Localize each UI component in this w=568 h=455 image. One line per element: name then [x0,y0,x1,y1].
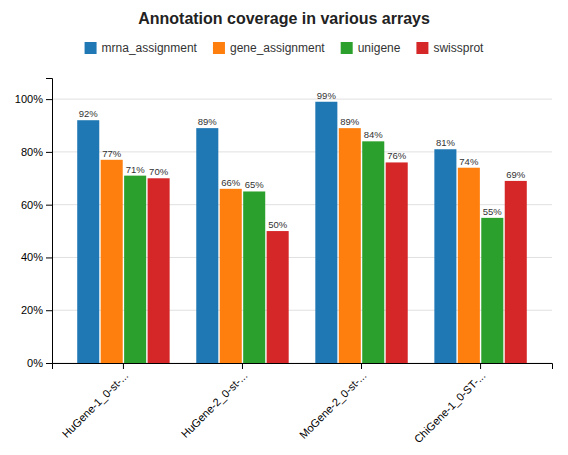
series [124,141,503,363]
legend-swatch [213,42,225,54]
series [77,102,456,363]
bar [362,141,384,363]
bars [77,102,527,363]
grid [52,99,552,363]
plot: 0% 20% 40% 60% 80% 100% 92% 89% 99% 81% 77% 66% 89% 7… [15,79,553,446]
data-label: 74% [459,156,479,167]
bar [434,149,456,363]
data-label: 70% [149,166,169,177]
grid-line [52,99,552,100]
tick-mark [46,310,52,311]
legend: mrna_assignment gene_assignment unigene swi… [85,41,485,55]
tick-mark [242,363,243,369]
tick-label: 80% [21,146,43,158]
axis-line [53,364,553,370]
tick: HuGene-1_0-st-... [60,363,131,440]
bar [505,181,527,363]
tick: MoGene-2_0-st-... [297,363,369,441]
bar [101,160,123,363]
data-label: 84% [364,129,384,140]
bar [148,178,170,363]
tick-mark [361,363,362,369]
title: Annotation coverage in various arrays [138,10,430,27]
tick-label: 60% [21,199,43,211]
legend-label: gene_assignment [230,41,325,55]
tick-label: HuGene-2_0-st-... [179,369,250,440]
data-label: 55% [483,206,503,217]
grid-line [52,151,552,152]
y-axis: 0% 20% 40% 60% 80% 100% [15,79,53,370]
legend-item: unigene [341,41,401,55]
tick: 60% [21,199,52,211]
legend-item: mrna_assignment [85,41,198,55]
tick: HuGene-2_0-st-... [179,363,250,440]
bar [220,189,242,363]
bar [481,218,503,363]
tick-mark [46,205,52,206]
legend-label: swissprot [433,41,484,55]
data-labels: 92% 89% 99% 81% 77% 66% 89% 74% 71% 65% 84% 55% 70% 5… [79,90,526,230]
tick-mark [46,152,52,153]
legend-label: mrna_assignment [102,41,198,55]
tick-mark [46,257,52,258]
data-label: 99% [317,90,337,101]
tick-label: 20% [21,304,43,316]
tick-label: ChiGene-1_0-ST-... [412,369,488,445]
tick-mark [46,99,52,100]
x-axis: HuGene-1_0-st-... HuGene-2_0-st-... MoGene… [53,363,553,445]
bar [458,168,480,363]
tick-label: MoGene-2_0-st-... [297,369,369,441]
data-label: 81% [436,137,456,148]
data-label: 76% [387,150,407,161]
data-label: 92% [79,108,99,119]
series [101,128,480,363]
tick-label: 0% [27,357,43,369]
bar [267,231,289,363]
bar [124,176,146,363]
bar [243,191,265,363]
tick: 40% [21,251,52,263]
bar [386,162,408,363]
tick: 0% [27,357,52,369]
tick: 100% [15,93,52,105]
legend-item: gene_assignment [213,41,325,55]
bar [196,128,218,363]
bar [339,128,361,363]
legend-item: swissprot [416,41,484,55]
axis-line [46,79,53,364]
data-label: 71% [126,164,146,175]
bar [315,102,337,363]
data-label: 69% [506,169,526,180]
tick-mark [123,363,124,369]
tick-mark [480,363,481,369]
data-label: 65% [245,179,265,190]
legend-label: unigene [358,41,401,55]
data-label: 89% [198,116,218,127]
legend-swatch [341,42,353,54]
legend-swatch [416,42,428,54]
series [148,162,527,363]
tick-mark [46,363,52,364]
data-label: 66% [221,177,241,188]
tick-label: HuGene-1_0-st-... [60,369,131,440]
legend-swatch [85,42,97,54]
bar [77,120,99,363]
tick: 20% [21,304,52,316]
tick: ChiGene-1_0-ST-... [412,363,488,445]
data-label: 77% [102,148,122,159]
data-label: 89% [340,116,360,127]
data-label: 50% [268,219,288,230]
chart: 0% 20% 40% 60% 80% 100% 92% 89% 99% 81% 77% 66% 89% 7… [0,0,568,455]
tick: 80% [21,146,52,158]
tick-label: 100% [15,93,43,105]
tick-label: 40% [21,251,43,263]
